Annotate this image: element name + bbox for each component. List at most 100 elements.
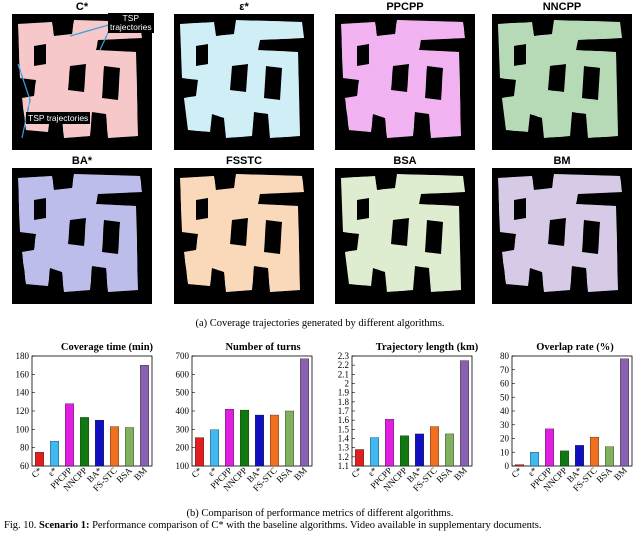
map-c-star (12, 14, 152, 150)
y-tick-label: 1.9 (338, 388, 350, 398)
map-title-ppcpp: PPCPP (386, 1, 424, 13)
y-tick-label: 400 (176, 406, 190, 416)
x-tick-label: BM (132, 465, 149, 482)
tsp-label-left: TSP trajectories (26, 112, 91, 124)
y-tick-label: 100 (176, 461, 190, 471)
bar-C* (35, 452, 45, 467)
figure-caption-text: Performance comparison of C* with the ba… (89, 520, 542, 531)
bar-PPCPP (65, 403, 75, 467)
bar-BA* (255, 414, 265, 467)
map-title-bm: BM (553, 155, 571, 167)
obstacle (230, 64, 248, 92)
bar-FS-STC (110, 426, 120, 467)
map-title-nncpp: NNCPP (542, 1, 582, 13)
x-tick-label: C* (29, 465, 44, 480)
bar-BM (139, 365, 149, 467)
obstacle (68, 218, 86, 246)
y-tick-label: 60 (20, 461, 30, 471)
bar-NNCPP (560, 450, 570, 467)
y-tick-label: 1.3 (338, 443, 350, 453)
obstacle (264, 220, 282, 254)
y-tick-label: 500 (176, 388, 190, 398)
x-tick-label: BM (452, 465, 469, 482)
y-tick-label: 600 (176, 369, 190, 379)
bar-chart-trajectory-length: 1.11.21.31.41.51.61.71.81.922.12.22.3C* ε… (338, 352, 473, 493)
obstacle (230, 218, 248, 246)
y-tick-label: 40 (500, 406, 510, 416)
map-fsstc (174, 168, 314, 304)
y-tick-label: 140 (16, 388, 30, 398)
chart-title-coverage-time: Coverage time (min) (60, 342, 154, 353)
y-tick-label: 2.3 (338, 352, 350, 361)
y-tick-label: 80 (20, 443, 30, 453)
bar-BM (619, 358, 629, 467)
coverage-trajectory (498, 174, 622, 292)
obstacle (34, 198, 46, 220)
y-tick-label: 1.8 (338, 397, 350, 407)
map-ba-star (12, 168, 152, 304)
bar-BA* (415, 433, 425, 467)
map-title-fsstc: FSSTC (225, 155, 263, 167)
obstacle (425, 220, 443, 254)
map-bm (492, 168, 632, 304)
bar-NNCPP (400, 435, 410, 467)
bar-ε* (210, 429, 220, 467)
y-tick-label: 200 (176, 443, 190, 453)
y-tick-label: 60 (500, 379, 510, 389)
bar-BSA (445, 433, 455, 467)
bar-C* (195, 437, 205, 467)
y-tick-label: 120 (16, 406, 30, 416)
bar-NNCPP (240, 409, 250, 467)
y-tick-label: 700 (176, 352, 190, 361)
obstacle (582, 220, 600, 254)
x-tick-label: C* (349, 465, 364, 480)
bar-FS-STC (270, 414, 280, 467)
obstacle (34, 44, 46, 66)
figure-caption: Fig. 10. Scenario 1: Performance compari… (4, 520, 542, 531)
bar-BSA (125, 427, 135, 467)
bar-PPCPP (225, 409, 235, 467)
y-tick-label: 1.2 (338, 452, 349, 462)
figure-caption-scenario: Scenario 1: (39, 520, 90, 531)
obstacle (548, 64, 566, 92)
bar-BM (299, 358, 309, 467)
obstacle (68, 64, 86, 92)
figure-caption-prefix: Fig. 10. (4, 520, 40, 531)
chart-title-overlap-rate: Overlap rate (%) (536, 342, 614, 353)
obstacle (425, 66, 443, 100)
bar-PPCPP (545, 428, 555, 467)
y-tick-label: 80 (500, 352, 510, 361)
bar-BSA (285, 410, 295, 467)
obstacle (196, 44, 208, 66)
y-tick-label: 300 (176, 424, 190, 434)
bar-PPCPP (385, 419, 395, 467)
y-tick-label: 10 (500, 447, 510, 457)
bar-BM (459, 360, 469, 467)
caption-a: (a) Coverage trajectories generated by d… (195, 318, 445, 329)
bar-BSA (605, 446, 615, 467)
y-tick-label: 2 (345, 379, 350, 389)
y-tick-label: 20 (500, 434, 510, 444)
obstacle (196, 198, 208, 220)
x-tick-label: C* (509, 465, 524, 480)
map-epsilon-star (174, 14, 314, 150)
y-tick-label: 1.1 (338, 461, 349, 471)
obstacle (582, 66, 600, 100)
bar-ε* (50, 441, 60, 467)
y-tick-label: 1.5 (338, 424, 350, 434)
y-tick-label: 1.4 (338, 434, 350, 444)
bar-C* (515, 464, 525, 467)
obstacle (357, 198, 369, 220)
bar-NNCPP (80, 417, 90, 467)
y-tick-label: 50 (500, 392, 510, 402)
chart-title-number-of-turns: Number of turns (225, 342, 301, 353)
bar-FS-STC (590, 436, 600, 467)
bar-ε* (370, 437, 380, 467)
bar-BA* (575, 445, 585, 467)
y-tick-label: 2.2 (338, 360, 349, 370)
y-tick-label: 1.7 (338, 406, 350, 416)
y-tick-label: 1.6 (338, 415, 350, 425)
